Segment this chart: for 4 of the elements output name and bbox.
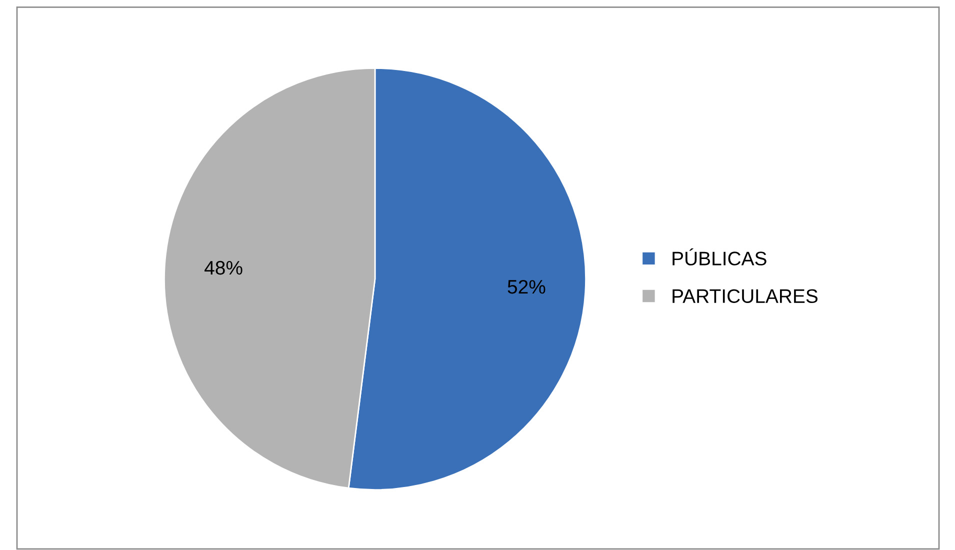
- legend-label: PÚBLICAS: [672, 248, 766, 266]
- legend-label: PARTICULARES: [672, 289, 818, 304]
- data-label: 52%: [508, 280, 546, 294]
- data-label: 48%: [204, 260, 242, 275]
